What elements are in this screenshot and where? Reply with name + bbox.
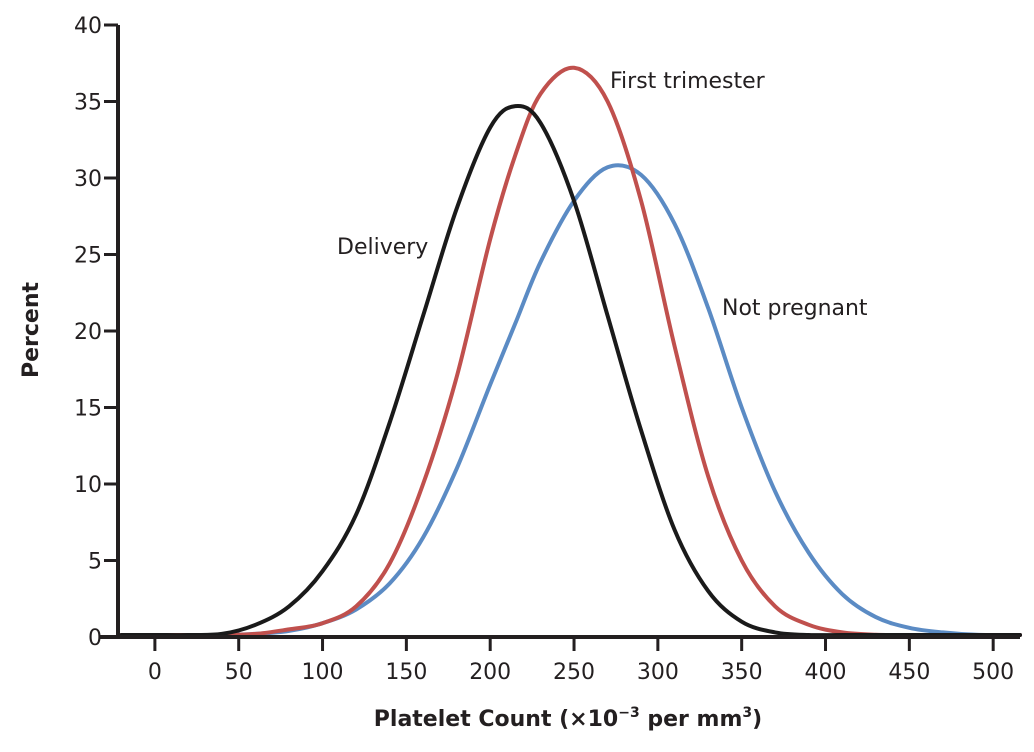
x-tick-label: 250 bbox=[553, 660, 595, 685]
x-axis-ticks: 0 50 100 150 200 250 300 350 400 450 500 bbox=[148, 637, 1014, 685]
series-line-not-pregnant bbox=[119, 163, 1022, 638]
x-tick-label: 500 bbox=[972, 660, 1014, 685]
series-label-delivery: Delivery bbox=[337, 235, 428, 260]
x-tick-label: 200 bbox=[469, 660, 511, 685]
x-axis-title-mid: per mm bbox=[640, 707, 743, 732]
series-line-first-trimester bbox=[119, 65, 1022, 638]
y-axis-ticks: 0 5 10 15 20 25 30 35 40 bbox=[74, 14, 118, 651]
x-tick-label: 0 bbox=[148, 660, 162, 685]
x-tick-label: 150 bbox=[385, 660, 427, 685]
y-axis-title: Percent bbox=[19, 282, 44, 379]
y-tick-label: 25 bbox=[74, 244, 102, 269]
x-tick-label: 300 bbox=[637, 660, 679, 685]
x-axis-title-end: ) bbox=[752, 707, 762, 732]
x-tick-label: 50 bbox=[225, 660, 253, 685]
series-group bbox=[119, 65, 1022, 638]
series-label-first-trimester: First trimester bbox=[610, 69, 766, 94]
x-tick-label: 350 bbox=[721, 660, 763, 685]
y-tick-label: 40 bbox=[74, 14, 102, 39]
y-tick-label: 15 bbox=[74, 397, 102, 422]
y-tick-label: 30 bbox=[74, 167, 102, 192]
x-axis-title-sup2: 3 bbox=[742, 705, 752, 721]
x-tick-label: 100 bbox=[302, 660, 344, 685]
series-label-not-pregnant: Not pregnant bbox=[722, 296, 868, 321]
y-tick-label: 5 bbox=[88, 550, 102, 575]
y-tick-label: 10 bbox=[74, 473, 102, 498]
x-tick-label: 400 bbox=[805, 660, 847, 685]
x-axis-title-main: Platelet Count (×10 bbox=[374, 707, 618, 732]
y-tick-label: 20 bbox=[74, 320, 102, 345]
x-axis-title-sup1: −3 bbox=[618, 705, 639, 721]
x-tick-label: 450 bbox=[888, 660, 930, 685]
y-tick-label: 35 bbox=[74, 91, 102, 116]
series-line-delivery bbox=[119, 103, 1022, 638]
y-tick-label: 0 bbox=[88, 626, 102, 651]
x-axis-title: Platelet Count (×10−3 per mm3) bbox=[374, 705, 762, 732]
